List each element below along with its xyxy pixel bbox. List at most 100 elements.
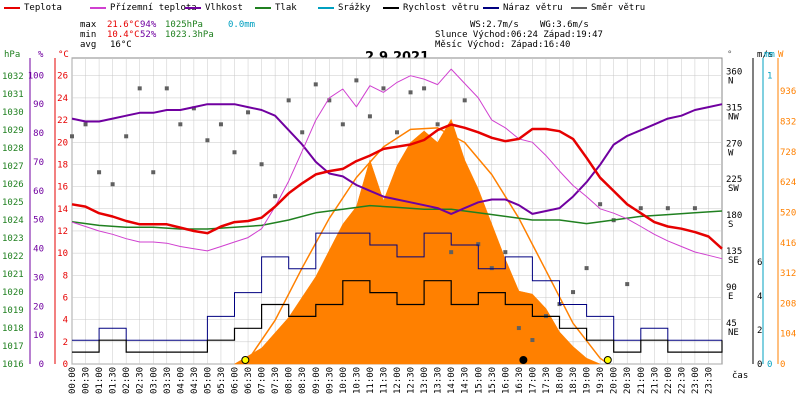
x-tick-label: 11:30 (379, 367, 389, 394)
pressure-tick-label: 1018 (2, 324, 24, 334)
moon-times: Měsíc Východ: Západ:16:40 (435, 40, 571, 50)
direction-tick-label: NE (728, 328, 739, 338)
temp-tick-label: 20 (57, 138, 68, 148)
legend-item-dewpoint: Přízemní teplota (90, 2, 197, 14)
direction-tick-label: N (728, 76, 733, 86)
x-tick-label: 15:30 (488, 367, 498, 394)
stats-wind-speed: WS:2.7m/s (470, 20, 519, 30)
wind-direction-point (571, 290, 576, 295)
x-tick-label: 01:30 (109, 367, 119, 394)
direction-tick-label: S (728, 220, 733, 230)
wind-direction-point (259, 162, 264, 167)
unit-w: W (778, 50, 784, 60)
temp-tick-label: 16 (57, 183, 68, 193)
wind-direction-point (178, 122, 183, 127)
solar-tick-label: 208 (780, 299, 796, 309)
wind-direction-point (503, 250, 508, 255)
temp-tick-label: 10 (57, 249, 68, 259)
legend-item-gust: Náraz větru (483, 2, 563, 14)
x-tick-label: 03:30 (163, 367, 173, 394)
solar-tick-label: 416 (780, 239, 796, 249)
wind-direction-point (638, 206, 643, 211)
wind-direction-point (205, 138, 210, 143)
stats-max-temp: 21.6°C (107, 20, 140, 30)
x-tick-label: 05:00 (203, 367, 213, 394)
x-tick-label: 22:00 (664, 367, 674, 394)
x-tick-label: 19:30 (596, 367, 606, 394)
x-tick-label: 09:30 (325, 367, 335, 394)
wind-direction-point (395, 130, 399, 135)
legend-label: Vlhkost (205, 3, 243, 13)
legend-item-wind: Rychlost větru (383, 2, 479, 14)
x-tick-label: 13:00 (420, 367, 430, 394)
direction-tick-label: W (728, 148, 734, 158)
wind-direction-point (422, 86, 427, 91)
x-tick-label: 02:00 (122, 367, 132, 394)
wind-direction-point (300, 130, 305, 135)
solar-tick-label: 0 (780, 360, 785, 370)
humidity-tick-label: 0 (39, 360, 44, 370)
legend-label: Přízemní teplota (110, 3, 197, 13)
pressure-tick-label: 1022 (2, 252, 24, 262)
direction-tick-label: 90 (726, 283, 737, 293)
wind-tick-label: 4 (757, 292, 762, 302)
x-tick-label: 10:30 (352, 367, 362, 394)
x-tick-label: 20:00 (610, 367, 620, 394)
x-tick-label: 14:30 (461, 367, 471, 394)
dewpoint-line (71, 68, 723, 260)
temp-tick-label: 6 (63, 293, 68, 303)
legend-swatch (255, 6, 271, 9)
solar-tick-label: 104 (780, 330, 796, 340)
pressure-tick-label: 1023 (2, 234, 24, 244)
stats-avg-label: avg (80, 40, 97, 50)
humidity-tick-label: 100 (28, 71, 44, 81)
x-tick-label: 17:00 (528, 367, 538, 394)
stats-min-temp: 10.4°C (107, 30, 140, 40)
wind-direction-point (124, 134, 129, 139)
wind-direction-point (584, 266, 589, 271)
x-tick-label: 17:30 (542, 367, 552, 394)
temp-tick-label: 8 (63, 271, 68, 281)
wind-direction-point (435, 122, 440, 127)
direction-tick-label: E (728, 292, 733, 302)
legend-swatch (4, 6, 20, 9)
x-tick-label: 18:00 (556, 367, 566, 394)
wind-direction-point (449, 250, 454, 255)
x-tick-label: 01:00 (95, 367, 105, 394)
pressure-tick-label: 1016 (2, 360, 24, 370)
humidity-tick-label: 30 (33, 273, 44, 283)
stats-max-press: 1025hPa (165, 20, 203, 30)
wind-direction-point (530, 338, 535, 343)
wind-direction-point (516, 326, 521, 331)
temp-tick-label: 0 (63, 360, 68, 370)
pressure-tick-label: 1021 (2, 270, 24, 280)
stats-max-hum: 94% (140, 20, 157, 30)
unit-pct: % (38, 50, 44, 60)
unit-hpa: hPa (4, 50, 21, 60)
pressure-tick-label: 1026 (2, 180, 24, 190)
legend-label: Náraz větru (503, 3, 563, 13)
pressure-tick-label: 1017 (2, 342, 24, 352)
direction-tick-label: 180 (726, 211, 742, 221)
temp-tick-label: 2 (63, 338, 68, 348)
stats-min-hum: 52% (140, 30, 157, 40)
x-tick-label: 16:30 (515, 367, 525, 394)
x-tick-label: 13:30 (434, 367, 444, 394)
wind-direction-point (313, 82, 318, 87)
wind-direction-point (340, 122, 345, 127)
temp-tick-label: 24 (57, 94, 68, 104)
x-tick-label: 10:00 (339, 367, 349, 394)
moonset-marker (519, 356, 528, 364)
x-tick-label: 09:00 (312, 367, 322, 394)
wind-direction-point (137, 86, 142, 91)
unit-mm: mm (764, 50, 775, 60)
unit-cas: čas (732, 371, 749, 381)
pressure-tick-label: 1028 (2, 144, 24, 154)
x-tick-label: 11:00 (366, 367, 376, 394)
legend-label: Srážky (338, 3, 371, 13)
wind-tick-label: 0 (757, 360, 762, 370)
wind-direction-point (327, 98, 332, 103)
pressure-tick-label: 1019 (2, 306, 24, 316)
pressure-tick-label: 1031 (2, 90, 24, 100)
wind-direction-point (625, 282, 630, 287)
